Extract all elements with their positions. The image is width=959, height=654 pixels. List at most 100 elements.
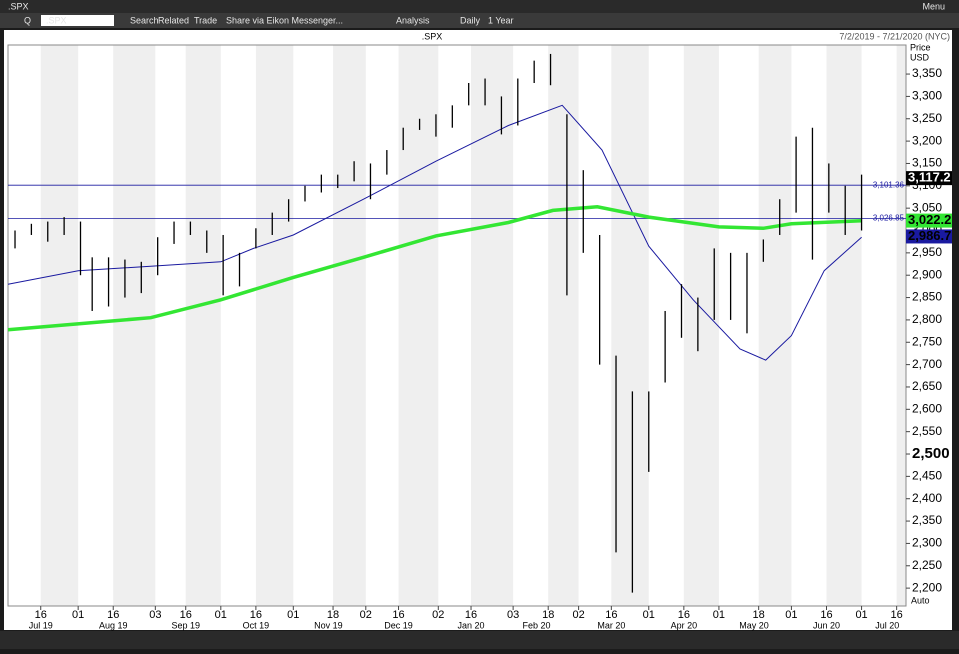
reference-label: 3,101.36 [873, 180, 905, 189]
x-month-label: Feb 20 [522, 620, 550, 630]
x-month-label: Aug 19 [99, 620, 128, 630]
menu-button[interactable]: Menu [922, 1, 945, 11]
y-axis-unit: USD [910, 52, 930, 62]
x-month-label: Oct 19 [243, 620, 270, 630]
y-tick-label: 2,650 [912, 379, 942, 393]
price-tag [906, 213, 952, 228]
y-tick-label: 2,600 [912, 401, 942, 415]
x-tick-label: 18 [327, 609, 339, 621]
toolbar-item[interactable]: 1 Year [488, 15, 514, 25]
window-title: .SPX [8, 1, 29, 11]
price-tag-label: 3,022.2 [908, 212, 951, 227]
y-tick-label: 2,350 [912, 513, 942, 527]
x-month-label: Jul 20 [875, 620, 899, 630]
stripe [471, 45, 514, 606]
y-tick-label: 3,150 [912, 156, 942, 170]
stripe [758, 45, 792, 606]
x-month-label: Mar 20 [597, 620, 625, 630]
x-tick-label: 16 [35, 609, 47, 621]
x-tick-label: 16 [605, 609, 617, 621]
x-tick-label: 01 [72, 609, 84, 621]
y-tick-label: 2,200 [912, 580, 942, 594]
x-tick-label: 01 [287, 609, 299, 621]
x-month-label: Nov 19 [314, 620, 343, 630]
chart-title: .SPX [422, 31, 443, 41]
y-tick-label: 2,450 [912, 469, 942, 483]
x-month-label: Jan 20 [458, 620, 485, 630]
y-tick-label: 3,200 [912, 133, 942, 147]
x-month-label: Dec 19 [384, 620, 413, 630]
stripe [113, 45, 156, 606]
toolbar-item[interactable]: Search [130, 15, 159, 25]
price-tag [906, 171, 952, 186]
price-tag-label: 2,986.7 [908, 228, 951, 243]
x-tick-label: 01 [215, 609, 227, 621]
moving-average [7, 205, 862, 332]
x-tick-label: 16 [392, 609, 404, 621]
x-tick-label: 01 [713, 609, 725, 621]
y-tick-label: 3,350 [912, 66, 942, 80]
stripe [826, 45, 862, 606]
x-tick-label: 03 [507, 609, 519, 621]
x-tick-label: 18 [542, 609, 554, 621]
reference-label: 3,026.85 [873, 214, 905, 223]
x-tick-label: 02 [572, 609, 584, 621]
toolbar-item[interactable]: Share via Eikon Messenger... [226, 15, 343, 25]
x-month-label: Jul 19 [29, 620, 53, 630]
stripe [185, 45, 221, 606]
x-tick-label: 03 [149, 609, 161, 621]
toolbar-item[interactable]: .SPX [46, 15, 67, 25]
y-tick-label: 2,750 [912, 334, 942, 348]
stripe [611, 45, 649, 606]
x-tick-label: 16 [180, 609, 192, 621]
y-tick-label: 2,850 [912, 290, 942, 304]
y-tick-label: 2,800 [912, 312, 942, 326]
y-tick-label: 2,700 [912, 357, 942, 371]
stripe [255, 45, 294, 606]
stripe [398, 45, 439, 606]
y-tick-label: 2,550 [912, 424, 942, 438]
toolbar [0, 13, 959, 28]
stripe [548, 45, 579, 606]
y-axis-label: Price [910, 42, 931, 52]
x-month-label: Sep 19 [171, 620, 200, 630]
moving-average [7, 104, 862, 361]
symbol-input[interactable] [41, 15, 114, 26]
stripe [683, 45, 719, 606]
y-tick-label: 3,050 [912, 200, 942, 214]
x-month-label: May 20 [739, 620, 769, 630]
toolbar-item[interactable]: Trade [194, 15, 217, 25]
y-tick-label: 2,250 [912, 558, 942, 572]
price-tag-label: 3,117.2 [908, 170, 951, 185]
x-tick-label: 16 [891, 609, 903, 621]
price-tag [906, 229, 952, 244]
x-month-label: Apr 20 [671, 620, 698, 630]
x-tick-label: 16 [678, 609, 690, 621]
y-tick-label: 2,900 [912, 267, 942, 281]
toolbar-item[interactable]: Q [24, 15, 31, 25]
stripe [896, 45, 906, 606]
scale-mode[interactable]: Auto [911, 595, 930, 605]
date-range: 7/2/2019 - 7/21/2020 (NYC) [839, 31, 950, 41]
toolbar-item[interactable]: Analysis [396, 15, 430, 25]
y-tick-label: 2,950 [912, 245, 942, 259]
x-tick-label: 01 [643, 609, 655, 621]
x-tick-label: 01 [855, 609, 867, 621]
x-month-label: Jun 20 [813, 620, 840, 630]
plot-frame [7, 44, 907, 607]
x-tick-label: 16 [107, 609, 119, 621]
scrollbar[interactable] [0, 631, 959, 649]
title-bar [0, 0, 959, 13]
y-tick-label: 2,300 [912, 536, 942, 550]
y-tick-label: 2,400 [912, 491, 942, 505]
toolbar-item[interactable]: Daily [460, 15, 481, 25]
toolbar-item[interactable]: Related [158, 15, 189, 25]
x-tick-label: 16 [820, 609, 832, 621]
x-tick-label: 18 [753, 609, 765, 621]
x-tick-label: 16 [465, 609, 477, 621]
x-tick-label: 01 [785, 609, 797, 621]
y-tick-label: 2,500 [912, 445, 950, 462]
y-tick-label: 3,250 [912, 111, 942, 125]
